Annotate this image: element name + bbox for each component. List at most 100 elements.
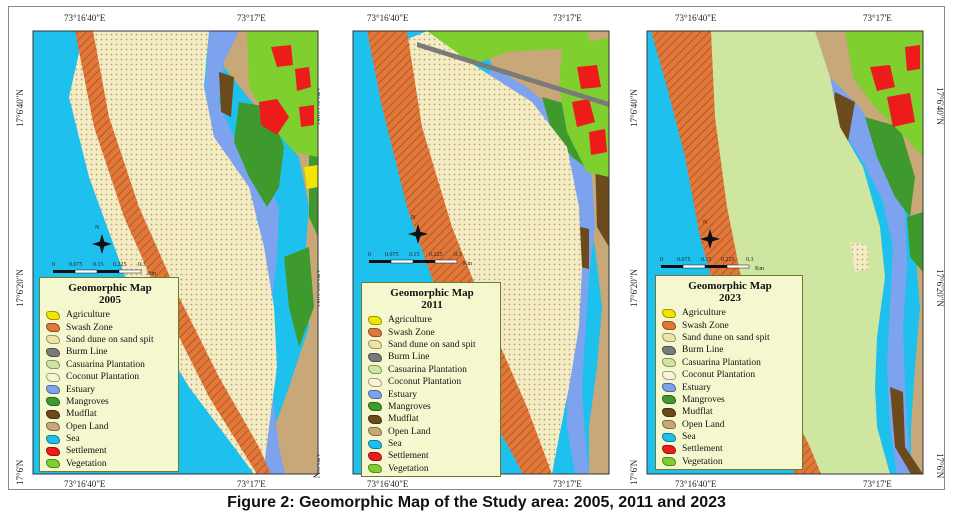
legend-item: Casuarina Plantation — [46, 359, 174, 371]
legend-label: Agriculture — [66, 310, 110, 321]
scale-tick: 0.075 — [69, 262, 83, 268]
north-label: N — [95, 225, 100, 231]
settlement — [887, 93, 915, 127]
legend-list: Agriculture Swash Zone Sand dune on sand s… — [368, 314, 496, 475]
vegetation — [845, 31, 923, 157]
legend-label: Vegetation — [388, 463, 429, 474]
settlement — [577, 65, 601, 89]
mangroves — [865, 117, 915, 217]
mudflat — [890, 387, 923, 474]
legend-item: Estuary — [368, 388, 496, 400]
legend-label: Swash Zone — [388, 327, 435, 338]
legend-item: Sea — [368, 438, 496, 450]
coord-top-left: 73°16'40"E — [367, 13, 409, 23]
legend-label: Settlement — [66, 446, 107, 457]
settlement — [295, 67, 311, 91]
legend-item: Coconut Plantation — [46, 371, 174, 383]
map-panel-2005: 73°16'40"E 73°17'E 73°16'40"E 73°17'E 17… — [9, 7, 321, 491]
legend-swatch-icon — [46, 434, 60, 444]
legend-swatch-icon — [368, 328, 382, 338]
vegetation — [427, 31, 592, 67]
geomorphic-map-2011 — [352, 30, 610, 475]
legend-swatch-icon — [368, 377, 382, 387]
legend-label: Burm Line — [682, 345, 724, 356]
legend-label: Coconut Plantation — [682, 370, 756, 381]
legend-item: Mangroves — [368, 401, 496, 413]
scale-tick: 0.3 — [454, 252, 462, 258]
legend-item: Estuary — [46, 383, 174, 395]
legend-list: Agriculture Swash Zone Sand dune on sand s… — [662, 307, 798, 468]
legend-swatch-icon — [662, 457, 676, 467]
scale-tick: 0.15 — [93, 262, 104, 268]
legend-item: Casuarina Plantation — [662, 357, 798, 369]
north-label: N — [703, 220, 708, 226]
legend-label: Open Land — [66, 421, 109, 432]
swash-zone — [651, 31, 821, 474]
legend-swatch-icon — [662, 321, 676, 331]
legend-swatch-icon — [662, 432, 676, 442]
scale-bar — [661, 229, 750, 269]
legend-swatch-icon — [368, 390, 382, 400]
legend-label: Open Land — [682, 419, 725, 430]
legend-list: Agriculture Swash Zone Sand dune on sand s… — [46, 309, 174, 470]
legend-item: Settlement — [368, 450, 496, 462]
legend-swatch-icon — [46, 360, 60, 370]
legend-item: Swash Zone — [662, 319, 798, 331]
legend-item: Open Land — [46, 421, 174, 433]
legend-swatch-icon — [368, 414, 382, 424]
legend-item: Sea — [46, 433, 174, 445]
legend-item: Burm Line — [46, 346, 174, 358]
legend-item: Mudflat — [662, 406, 798, 418]
legend-item: Mangroves — [46, 396, 174, 408]
scale-tick: 0 — [660, 257, 663, 263]
legend-label: Sea — [388, 439, 402, 450]
legend-swatch-icon — [662, 395, 676, 405]
settlement — [259, 99, 289, 135]
legend-item: Mudflat — [46, 408, 174, 420]
legend-item: Open Land — [368, 426, 496, 438]
swash-zone — [367, 31, 552, 474]
legend-label: Vegetation — [682, 456, 723, 467]
legend-item: Agriculture — [46, 309, 174, 321]
agriculture — [304, 165, 318, 189]
scale-tick: 0.3 — [138, 262, 146, 268]
scale-tick: 0.15 — [701, 257, 712, 263]
legend-item: Sand dune on sand spit — [662, 332, 798, 344]
coord-top-right: 73°17'E — [237, 13, 266, 23]
scale-tick: 0.225 — [429, 252, 443, 258]
legend-swatch-icon — [46, 397, 60, 407]
legend-swatch-icon — [662, 345, 676, 355]
legend-item: Swash Zone — [368, 326, 496, 338]
legend-swatch-icon — [46, 335, 60, 345]
settlement — [299, 105, 314, 127]
legend-swatch-icon — [46, 310, 60, 320]
legend-item: Estuary — [662, 381, 798, 393]
legend-swatch-icon — [662, 370, 676, 380]
legend-label: Estuary — [388, 389, 418, 400]
legend-label: Mangroves — [682, 394, 725, 405]
legend-swatch-icon — [662, 333, 676, 343]
legend-item: Sand dune on sand spit — [368, 339, 496, 351]
sand-dune — [69, 31, 277, 474]
legend-swatch-icon — [662, 407, 676, 417]
swash-zone — [75, 31, 271, 474]
legend-item: Vegetation — [662, 456, 798, 468]
legend-label: Swash Zone — [682, 320, 729, 331]
scale-bar — [53, 234, 142, 274]
coord-bottom-right: 73°17'E — [863, 479, 892, 489]
legend-item: Casuarina Plantation — [368, 364, 496, 376]
legend-swatch-icon — [662, 444, 676, 454]
legend-item: Sand dune on sand spit — [46, 334, 174, 346]
scale-unit: Km — [755, 266, 764, 272]
legend-label: Vegetation — [66, 458, 107, 469]
legend-swatch-icon — [662, 420, 676, 430]
scale-bar — [369, 224, 458, 264]
coord-bottom-right: 73°17'E — [237, 479, 266, 489]
legend-label: Casuarina Plantation — [388, 364, 467, 375]
coord-top-left: 73°16'40"E — [64, 13, 106, 23]
legend-item: Open Land — [662, 419, 798, 431]
legend-swatch-icon — [368, 402, 382, 412]
legend-item: Swash Zone — [46, 321, 174, 333]
north-label: N — [411, 215, 416, 221]
legend-item: Burm Line — [368, 351, 496, 363]
